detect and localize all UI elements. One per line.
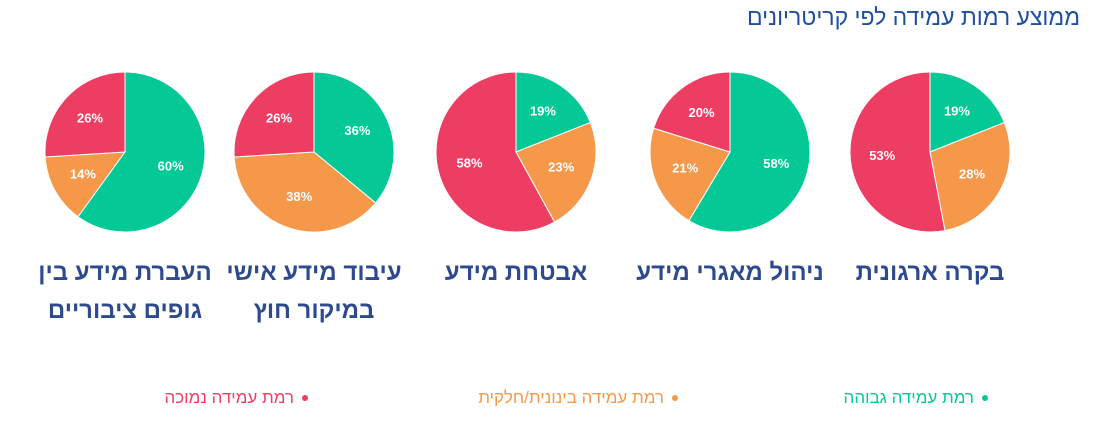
- legend-dot: [302, 395, 308, 401]
- data-label: 38%: [286, 189, 312, 204]
- data-label: 58%: [763, 156, 789, 171]
- data-label: 19%: [944, 104, 970, 119]
- legend-label: רמת עמידה גבוהה: [843, 388, 974, 407]
- pie-slice: [435, 71, 556, 233]
- legend-item: רמת עמידה בינונית/חלקית: [478, 388, 678, 408]
- data-label: 21%: [672, 161, 698, 176]
- data-label: 53%: [869, 148, 895, 163]
- data-label: 23%: [548, 160, 574, 175]
- pie-slice: [929, 121, 1011, 232]
- data-label: 20%: [689, 105, 715, 120]
- legend-label: רמת עמידה נמוכה: [164, 388, 294, 407]
- pie-slice: [849, 71, 946, 233]
- data-label: 36%: [344, 123, 370, 138]
- pie-slice: [313, 71, 395, 204]
- pie-title: עיבוד מידע אישי במיקור חוץ: [226, 259, 402, 324]
- pie-slice: [515, 71, 592, 153]
- data-label: 58%: [456, 155, 482, 170]
- pie-slice: [77, 71, 206, 233]
- pie-title: העברת מידע בין גופים ציבוריים: [38, 259, 212, 324]
- pie-title: בקרה ארגונית: [855, 259, 1005, 286]
- legend-item: רמת עמידה גבוהה: [844, 388, 988, 408]
- data-label: 14%: [70, 167, 96, 182]
- data-label: 26%: [77, 111, 103, 126]
- legend-label: רמת עמידה בינונית/חלקית: [478, 388, 664, 407]
- pie-slice: [44, 151, 127, 218]
- data-label: 26%: [266, 111, 292, 126]
- data-label: 60%: [158, 158, 184, 173]
- pie-slice: [652, 71, 731, 153]
- pie-title: אבטחת מידע: [444, 259, 588, 286]
- pie-slice: [233, 71, 315, 158]
- legend-dot: [982, 395, 988, 401]
- pie-slice: [44, 71, 126, 158]
- data-label: 28%: [959, 167, 985, 182]
- pie-slice: [688, 71, 811, 233]
- legend-item: רמת עמידה נמוכה: [164, 388, 308, 408]
- pie-slice: [233, 151, 377, 233]
- pie-slice: [929, 71, 1006, 153]
- pie-slice: [515, 121, 597, 223]
- legend-dot: [672, 395, 678, 401]
- pie-slice: [649, 127, 731, 222]
- data-label: 19%: [530, 104, 556, 119]
- pie-title: ניהול מאגרי מידע: [636, 259, 824, 286]
- chart-title: ממוצע רמות עמידה לפי קריטריונים: [747, 4, 1080, 30]
